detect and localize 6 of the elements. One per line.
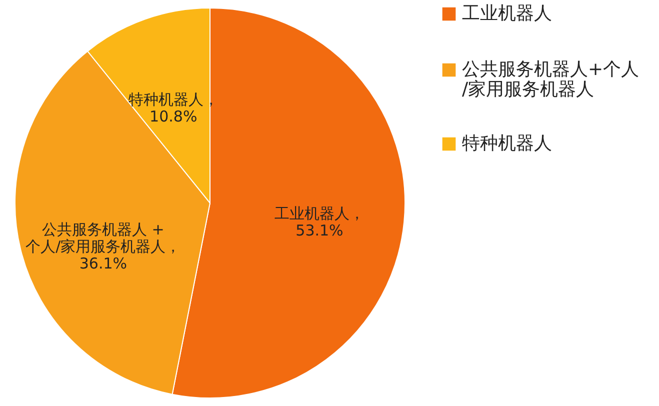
data-label: 工业机器人， 53.1% bbox=[274, 204, 364, 240]
data-label: 特种机器人， 10.8% bbox=[128, 90, 218, 126]
legend-label: 工业机器人 bbox=[462, 3, 552, 24]
legend-label: 公共服务机器人+个人 /家用服务机器人 bbox=[462, 59, 640, 100]
data-label: 公共服务机器人 + 个人/家用服务机器人， 36.1% bbox=[26, 220, 181, 272]
legend-label: 特种机器人 bbox=[462, 133, 552, 154]
